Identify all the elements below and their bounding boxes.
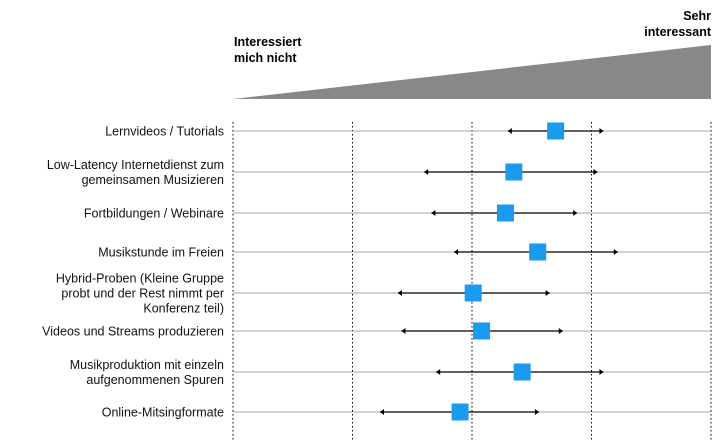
mean-marker <box>496 204 514 222</box>
error-bar-high-cap <box>593 169 598 175</box>
error-bar-low-cap <box>397 290 402 296</box>
error-bar-low-cap <box>401 328 406 334</box>
error-bar-low-cap <box>436 369 441 375</box>
category-label: Lernvideos / Tutorials <box>105 125 224 139</box>
row-5: Videos und Streams produzieren <box>42 322 711 340</box>
rows: Lernvideos / Tutorials Low-Latency Intern… <box>42 122 711 421</box>
mean-marker <box>513 363 531 381</box>
error-bar-high-cap <box>545 290 550 296</box>
scale-high-label-line-2: interessant <box>644 25 711 39</box>
error-bar-high-cap <box>534 409 539 415</box>
error-bar-high-cap <box>599 369 604 375</box>
interest-scale-wedge <box>233 45 711 99</box>
category-label: probt und der Rest nimmt per <box>61 287 224 301</box>
row-3: Musikstunde im Freien <box>98 243 711 261</box>
category-label: gemeinsamen Musizieren <box>82 173 224 187</box>
error-bar-high-cap <box>599 128 604 134</box>
row-1: Low-Latency Internetdienst zumgemeinsame… <box>47 158 711 187</box>
mean-marker <box>451 403 469 421</box>
mean-marker <box>505 163 523 181</box>
mean-marker <box>473 322 491 340</box>
category-label: Low-Latency Internetdienst zum <box>47 158 224 172</box>
mean-marker <box>464 284 482 302</box>
category-label: Hybrid-Proben (Kleine Gruppe <box>56 272 224 286</box>
scale-high-label-line-1: Sehr <box>683 9 711 23</box>
error-bar-high-cap <box>573 210 578 216</box>
category-label: Fortbildungen / Webinare <box>84 207 224 221</box>
category-label: Musikstunde im Freien <box>98 246 224 260</box>
row-0: Lernvideos / Tutorials <box>105 122 711 140</box>
mean-marker <box>547 122 565 140</box>
category-label: Konferenz teil) <box>143 302 224 316</box>
error-bar-low-cap <box>454 249 459 255</box>
category-label: Musikproduktion mit einzeln <box>70 358 224 372</box>
error-bar-high-cap <box>613 249 618 255</box>
scale-low-label-line-2: mich nicht <box>234 51 297 65</box>
scale-low-label-line-1: Interessiert <box>234 35 302 49</box>
row-2: Fortbildungen / Webinare <box>84 204 711 222</box>
scale-high-label: Sehr interessant <box>644 8 711 40</box>
error-bar-low-cap <box>379 409 384 415</box>
category-label: Online-Mitsingformate <box>102 406 224 420</box>
category-label: aufgenommenen Spuren <box>86 373 224 387</box>
error-bar-low-cap <box>431 210 436 216</box>
grid-lines <box>232 122 712 440</box>
scale-low-label: Interessiert mich nicht <box>234 34 301 66</box>
row-6: Musikproduktion mit einzelnaufgenommenen… <box>70 358 711 387</box>
error-bar-high-cap <box>558 328 563 334</box>
mean-marker <box>529 243 547 261</box>
error-bar-low-cap <box>424 169 429 175</box>
category-label: Videos und Streams produzieren <box>42 325 224 339</box>
error-bar-low-cap <box>507 128 512 134</box>
row-7: Online-Mitsingformate <box>102 403 711 421</box>
